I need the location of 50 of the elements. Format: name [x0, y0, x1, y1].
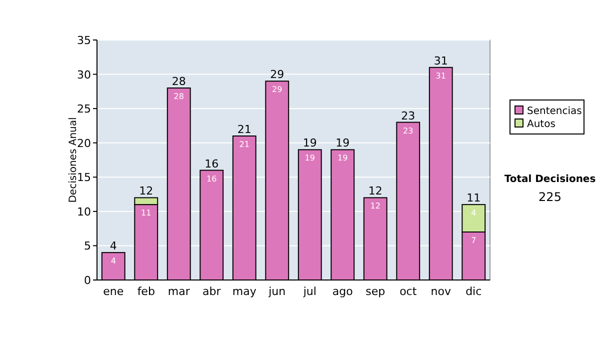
x-tick-label: jun [268, 285, 286, 298]
y-tick-label: 15 [77, 171, 91, 184]
y-tick-label: 25 [77, 102, 91, 116]
total-label: 19 [336, 136, 350, 150]
x-tick-label: oct [400, 285, 418, 298]
total-label: 12 [139, 184, 154, 198]
legend-label: Sentencias [527, 106, 582, 117]
x-tick-label: sep [366, 285, 386, 298]
data-label: 4 [110, 256, 116, 266]
x-tick-label: jul [302, 285, 316, 298]
data-label: 4 [471, 208, 476, 218]
text: Total Decisiones [504, 174, 596, 185]
total-label: 23 [401, 109, 416, 122]
data-label: 21 [239, 140, 250, 149]
total-label: 11 [466, 192, 481, 205]
x-tick-label: nov [430, 285, 452, 298]
x-tick-label: mar [168, 285, 190, 298]
data-label: 19 [338, 154, 348, 163]
x-tick-label: ene [103, 285, 124, 298]
data-label: 29 [272, 85, 282, 94]
data-label: 12 [370, 202, 380, 211]
data-label: 23 [403, 126, 414, 136]
total-label: 4 [110, 240, 117, 253]
total-label: 29 [270, 68, 284, 82]
x-tick-label: may [232, 285, 257, 298]
x-tick-label: ago [332, 285, 354, 298]
y-tick-label: 5 [84, 240, 91, 253]
data-label: 16 [206, 174, 217, 184]
total-label: 21 [237, 123, 252, 136]
total-label: 12 [368, 184, 382, 198]
y-tick-label: 30 [77, 68, 91, 82]
y-tick-label: 0 [84, 274, 91, 287]
data-label: 31 [436, 71, 446, 80]
data-label: 28 [174, 92, 184, 101]
data-label: 11 [141, 208, 152, 218]
y-tick-label: 35 [77, 34, 91, 47]
legend-label: Autos [527, 119, 556, 130]
data-label: 7 [471, 236, 476, 245]
data-label: 19 [304, 154, 315, 163]
text: 225 [538, 190, 562, 204]
y-axis-title: Decisiones Anual [68, 117, 79, 203]
total-label: 16 [204, 157, 219, 170]
x-tick-label: abr [202, 285, 222, 298]
total-label: 31 [434, 54, 448, 68]
total-label: 19 [302, 136, 317, 150]
y-tick-label: 10 [77, 205, 91, 218]
x-tick-label: dic [466, 285, 482, 298]
total-label: 28 [172, 75, 186, 88]
x-tick-label: feb [137, 285, 155, 298]
y-tick-label: 20 [77, 136, 91, 150]
